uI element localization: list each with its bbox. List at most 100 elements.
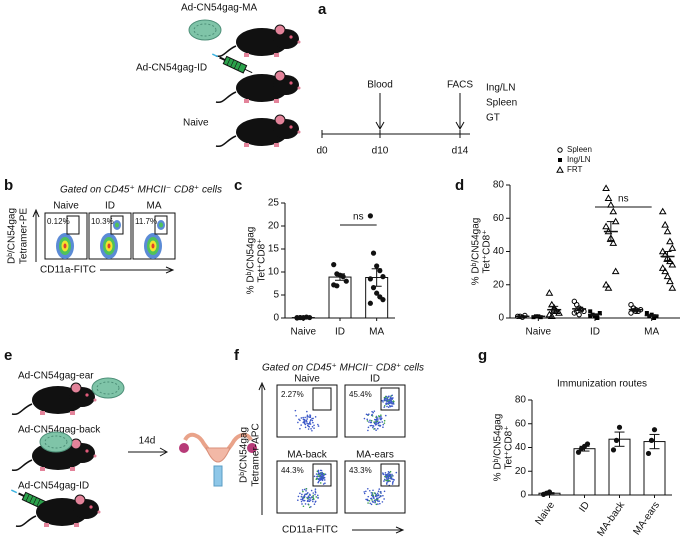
y-tick-label: 25 xyxy=(268,198,280,209)
event-dot xyxy=(312,494,314,497)
event-dot xyxy=(371,494,374,496)
data-point xyxy=(340,274,346,280)
data-point xyxy=(666,277,674,285)
gate-percent: 0.12% xyxy=(47,217,70,226)
event-dot xyxy=(323,474,325,477)
event-dot xyxy=(301,493,303,496)
event-dot xyxy=(320,469,323,472)
data-point xyxy=(644,311,649,316)
event-dot xyxy=(306,422,308,425)
density-cloud xyxy=(107,243,111,249)
event-dot xyxy=(305,419,307,422)
event-dot xyxy=(320,475,322,478)
gate-percent: 44.3% xyxy=(281,466,304,475)
event-dot xyxy=(365,490,367,493)
event-dot xyxy=(312,417,314,420)
event-dot xyxy=(386,399,389,401)
plot-frame xyxy=(344,460,406,514)
panel-label: e xyxy=(4,347,12,364)
data-point xyxy=(367,276,373,282)
event-dot xyxy=(389,396,392,398)
event-dot xyxy=(370,419,373,422)
gating-label: Gated on CD45⁺ MHCII⁻ CD8⁺ cells xyxy=(262,363,424,374)
plot-title: ID xyxy=(370,374,380,385)
event-dot xyxy=(393,400,395,403)
event-dot xyxy=(319,482,322,484)
event-dot xyxy=(313,503,316,506)
event-dot xyxy=(380,414,382,417)
event-dot xyxy=(377,494,380,497)
event-dot xyxy=(363,491,366,493)
event-dot xyxy=(309,419,312,422)
gate xyxy=(312,387,332,411)
data-point xyxy=(556,165,564,173)
event-dot xyxy=(384,475,386,478)
y-tick-label: 20 xyxy=(515,466,527,477)
event-dot xyxy=(312,496,314,499)
data-point xyxy=(668,284,677,291)
mouse-icon xyxy=(215,70,302,104)
event-dot xyxy=(305,420,308,423)
event-dot xyxy=(393,479,395,481)
event-dot xyxy=(324,482,326,485)
event-dot xyxy=(306,414,309,417)
y-tick-label: 60 xyxy=(515,418,527,429)
arrow xyxy=(375,93,385,131)
day-label: d10 xyxy=(372,146,389,157)
event-dot xyxy=(323,479,326,481)
event-dot xyxy=(382,472,384,474)
event-dot xyxy=(366,487,369,490)
event-dot xyxy=(385,395,388,398)
event-dot xyxy=(311,425,314,428)
event-dot xyxy=(307,423,310,425)
event-dot xyxy=(388,471,391,474)
gate xyxy=(312,463,332,487)
event-dot xyxy=(313,475,316,478)
event-dot xyxy=(383,490,386,493)
event-dot xyxy=(373,410,376,412)
event-dot xyxy=(299,427,301,430)
event-dot xyxy=(299,419,301,422)
event-dot xyxy=(306,410,308,413)
event-dot xyxy=(388,475,390,477)
data-point xyxy=(575,449,582,455)
event-label: Blood xyxy=(367,80,393,91)
density-cloud xyxy=(151,243,155,249)
density-cloud xyxy=(63,243,67,249)
x-tick-label: MA xyxy=(369,327,384,338)
event-dot xyxy=(312,492,315,494)
axis-label: CD11a-FITC xyxy=(282,525,338,536)
y-tick-label: 20 xyxy=(268,221,280,232)
group-label: Ad-CN54gag-ID xyxy=(18,481,89,492)
event-dot xyxy=(391,478,393,480)
y-tick-label: 15 xyxy=(268,244,280,255)
event-dot xyxy=(317,469,320,472)
plot-title: MA-back xyxy=(287,450,327,461)
event-dot xyxy=(384,471,387,474)
event-dot xyxy=(309,494,311,496)
event-dot xyxy=(376,492,379,495)
event-dot xyxy=(378,488,381,490)
event-dot xyxy=(304,493,307,496)
event-dot xyxy=(367,429,369,432)
event-dot xyxy=(302,416,304,419)
data-point xyxy=(576,311,582,318)
bar xyxy=(643,441,666,496)
data-point xyxy=(380,297,386,303)
event-dot xyxy=(301,503,303,505)
event-dot xyxy=(375,429,377,431)
plot-title: MA-ears xyxy=(356,450,394,461)
data-point xyxy=(611,267,620,275)
data-point xyxy=(367,213,373,219)
event-dot xyxy=(382,494,384,497)
axis-arrow xyxy=(258,381,266,515)
data-point xyxy=(668,260,677,268)
event-dot xyxy=(374,501,376,504)
data-point xyxy=(380,274,386,280)
axis-label: CD11a-FITC xyxy=(40,265,96,276)
group-label: Ad-CN54gag-ear xyxy=(18,371,94,382)
event-dot xyxy=(372,426,374,429)
event-dot xyxy=(302,490,304,493)
event-dot xyxy=(366,420,369,422)
axis-label: Tet⁺CD8⁺ xyxy=(257,239,268,283)
